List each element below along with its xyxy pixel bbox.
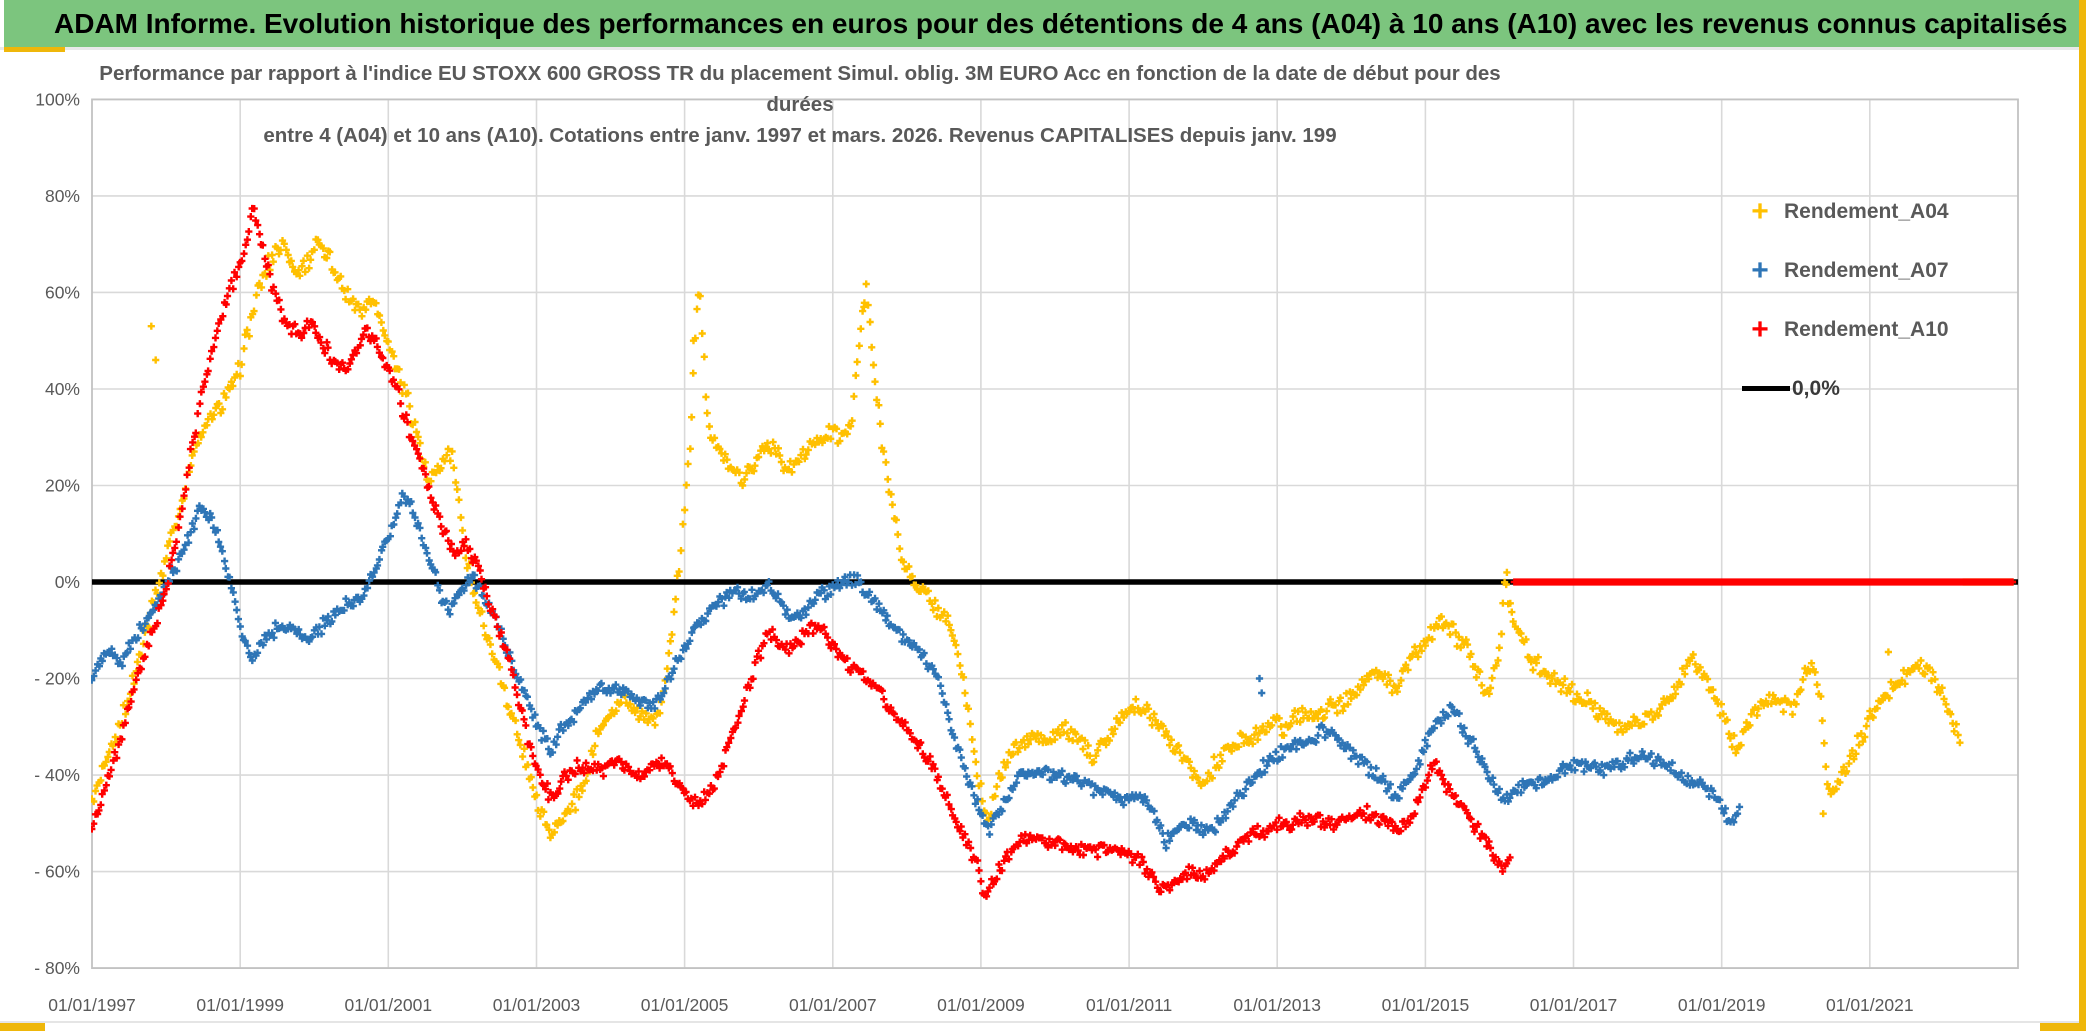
x-axis-tick-labels: 01/01/1997 01/01/1999 01/01/2001 01/01/2003…: [48, 995, 1913, 1015]
y-tick-label: 0%: [55, 572, 80, 592]
series-points-rendement_a10: [91, 204, 2017, 900]
legend-label: Rendement_A10: [1784, 317, 1949, 341]
y-tick-label: 80%: [45, 186, 80, 206]
x-tick-label: 01/01/2001: [345, 995, 433, 1015]
legend-label: Rendement_A07: [1784, 258, 1949, 282]
chart-title: Performance par rapport à l'indice EU ST…: [90, 58, 1510, 151]
y-tick-label: 20%: [45, 476, 80, 496]
x-tick-label: 01/01/2011: [1086, 995, 1172, 1015]
chart-title-line-2: durées: [766, 93, 834, 116]
x-tick-label: 01/01/2015: [1382, 995, 1470, 1015]
legend-label: Rendement_A04: [1784, 199, 1949, 223]
y-tick-label: - 20%: [34, 669, 80, 689]
zero-line-swatch-icon: [1742, 386, 1790, 391]
chart-title-line-3: entre 4 (A04) et 10 ans (A10). Cotations…: [263, 124, 1337, 147]
x-tick-label: 01/01/2009: [937, 995, 1025, 1015]
series-layer: [91, 204, 2017, 900]
page-title: ADAM Informe. Evolution historique des p…: [54, 7, 2068, 39]
x-tick-label: 01/01/2005: [641, 995, 729, 1015]
y-tick-label: 60%: [45, 282, 80, 302]
gold-accent-bottom-right: [2040, 1023, 2086, 1031]
x-tick-label: 01/01/2017: [1530, 995, 1618, 1015]
x-tick-label: 01/01/1997: [48, 995, 136, 1015]
x-tick-label: 01/01/2019: [1678, 995, 1766, 1015]
y-tick-label: 100%: [35, 89, 80, 109]
gold-accent-bottom-left: [0, 1023, 45, 1031]
series-points-rendement_a07: [91, 489, 1744, 852]
title-banner: ADAM Informe. Evolution historique des p…: [4, 0, 2079, 47]
y-tick-label: 40%: [45, 379, 80, 399]
y-tick-label: - 60%: [34, 862, 80, 882]
gold-accent-right-edge: [2079, 0, 2086, 1031]
legend-item-rendement-a10[interactable]: + Rendement_A10: [1742, 300, 2042, 359]
legend-label: 0,0%: [1792, 376, 1840, 400]
legend-item-zero-line[interactable]: 0,0%: [1742, 359, 2042, 418]
plus-marker-icon: +: [1751, 312, 1769, 346]
plot-border: [91, 98, 2019, 970]
y-tick-label: - 80%: [34, 958, 80, 978]
y-tick-label: - 40%: [34, 765, 80, 785]
x-tick-label: 01/01/2003: [493, 995, 581, 1015]
chart-title-line-1: Performance par rapport à l'indice EU ST…: [99, 62, 1501, 85]
y-axis-tick-labels: 100% 80% 60% 40% 20% 0% - 20% - 40% - 60% - 80%: [34, 89, 80, 978]
x-tick-label: 01/01/2013: [1233, 995, 1321, 1015]
bottom-divider: [0, 1021, 2079, 1023]
gold-accent-top-left: [4, 47, 65, 52]
x-tick-label: 01/01/1999: [196, 995, 284, 1015]
banner-underline: [0, 47, 2079, 50]
legend-item-rendement-a07[interactable]: + Rendement_A07: [1742, 241, 2042, 300]
legend-item-rendement-a04[interactable]: + Rendement_A04: [1742, 182, 2042, 241]
chart-legend: + Rendement_A04 + Rendement_A07 + Rendem…: [1742, 182, 2042, 418]
plus-marker-icon: +: [1751, 194, 1769, 228]
x-tick-label: 01/01/2021: [1826, 995, 1914, 1015]
x-tick-label: 01/01/2007: [789, 995, 877, 1015]
series-points-rendement_a04: [91, 235, 2016, 842]
plus-marker-icon: +: [1751, 253, 1769, 287]
